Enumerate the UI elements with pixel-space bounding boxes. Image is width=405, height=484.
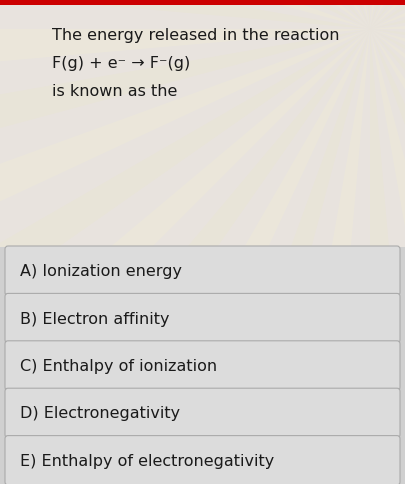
Wedge shape — [370, 30, 405, 484]
Text: C) Enthalpy of ionization: C) Enthalpy of ionization — [20, 358, 217, 373]
Text: B) Electron affinity: B) Electron affinity — [20, 311, 170, 326]
Text: The energy released in the reaction: The energy released in the reaction — [52, 28, 339, 43]
Wedge shape — [110, 30, 370, 484]
Wedge shape — [0, 30, 370, 328]
Wedge shape — [370, 30, 405, 289]
Wedge shape — [370, 0, 405, 30]
Bar — [0, 0, 405, 6]
Wedge shape — [370, 0, 405, 30]
Wedge shape — [0, 30, 370, 75]
Wedge shape — [0, 30, 370, 164]
FancyBboxPatch shape — [5, 341, 400, 391]
Wedge shape — [370, 30, 405, 120]
Bar — [0, 0, 405, 266]
Wedge shape — [0, 30, 370, 397]
Wedge shape — [0, 0, 370, 30]
Text: is known as the: is known as the — [52, 84, 177, 99]
Wedge shape — [370, 0, 405, 30]
Wedge shape — [36, 30, 370, 455]
Wedge shape — [0, 0, 370, 30]
Wedge shape — [0, 30, 370, 249]
Wedge shape — [370, 0, 405, 30]
Wedge shape — [0, 0, 370, 30]
Bar — [0, 247, 405, 484]
Wedge shape — [280, 30, 370, 484]
FancyBboxPatch shape — [5, 436, 400, 484]
Wedge shape — [370, 0, 405, 30]
Text: A) Ionization energy: A) Ionization energy — [20, 264, 182, 279]
Text: D) Electronegativity: D) Electronegativity — [20, 406, 180, 421]
Wedge shape — [370, 0, 405, 30]
Wedge shape — [370, 30, 405, 208]
Wedge shape — [72, 0, 370, 30]
Wedge shape — [0, 0, 370, 30]
Wedge shape — [370, 0, 405, 30]
Wedge shape — [370, 30, 405, 484]
Wedge shape — [370, 0, 405, 30]
Wedge shape — [370, 0, 405, 30]
Text: F(g) + e⁻ → F⁻(g): F(g) + e⁻ → F⁻(g) — [52, 56, 190, 71]
Wedge shape — [370, 30, 405, 479]
FancyBboxPatch shape — [5, 294, 400, 343]
Wedge shape — [325, 0, 370, 30]
Wedge shape — [150, 0, 370, 30]
Wedge shape — [192, 30, 370, 484]
FancyBboxPatch shape — [5, 246, 400, 296]
Wedge shape — [235, 0, 370, 30]
FancyBboxPatch shape — [5, 388, 400, 438]
Wedge shape — [370, 30, 405, 427]
Wedge shape — [2, 0, 370, 30]
Wedge shape — [370, 30, 405, 484]
Text: E) Enthalpy of electronegativity: E) Enthalpy of electronegativity — [20, 453, 274, 468]
Wedge shape — [370, 30, 405, 363]
